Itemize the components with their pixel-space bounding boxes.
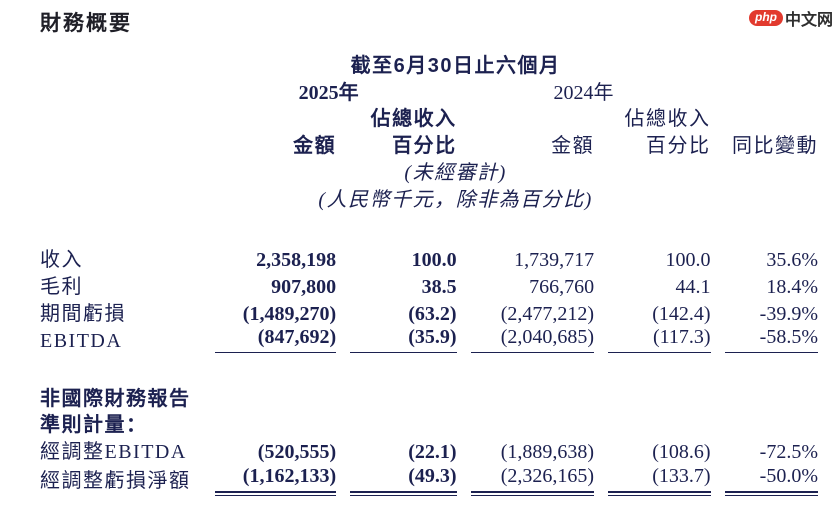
cell-pct-2024: (142.4) xyxy=(652,303,711,325)
cell-amount-2025: (1,489,270) xyxy=(242,303,337,325)
financial-summary-table: 截至6月30日止六個月 2025年 2024年 佔總收入 佔總收入 金額 百分比… xyxy=(40,50,819,496)
cell-yoy: -50.0% xyxy=(724,465,819,496)
header-share-row: 佔總收入 佔總收入 xyxy=(40,105,818,131)
note-unit-row: (人民幣千元，除非為百分比) xyxy=(40,185,818,212)
share-2025-header-line2: 百分比 xyxy=(392,135,457,157)
cell-pct-2024: (108.6) xyxy=(652,441,711,463)
cell-pct-2024: 44.1 xyxy=(675,276,711,298)
year-2025-header: 2025年 xyxy=(298,82,359,104)
section-heading-line1: 非國際財務報告 xyxy=(40,388,191,410)
table-row-adjusted-net-loss: 經調整虧損淨額 (1,162,133) (49.3) (2,326,165) (… xyxy=(40,464,819,496)
cell-pct-2025: 100.0 xyxy=(411,249,457,271)
table-row-adjusted-ebitda: 經調整EBITDA (520,555) (22.1) (1,889,638) (… xyxy=(40,437,818,464)
cell-yoy: -39.9% xyxy=(759,303,818,325)
period-header: 截至6月30日止六個月 xyxy=(350,55,561,77)
cell-yoy: -58.5% xyxy=(724,326,818,353)
cell-amount-2024: (2,326,165) xyxy=(470,465,595,496)
table-row-revenue: 收入 2,358,198 100.0 1,739,717 100.0 35.6% xyxy=(40,245,818,272)
cell-yoy: 18.4% xyxy=(766,276,818,298)
row-label: 經調整虧損淨額 xyxy=(40,470,191,492)
cell-amount-2024: (2,477,212) xyxy=(500,303,595,325)
row-label: 經調整EBITDA xyxy=(40,441,187,463)
logo-text: 中文网 xyxy=(784,12,833,29)
cell-amount-2024: (2,040,685) xyxy=(470,326,595,353)
yoy-header: 同比變動 xyxy=(732,135,818,157)
cell-amount-2024: 766,760 xyxy=(529,276,595,298)
amount-2024-header: 金額 xyxy=(551,135,595,157)
section-heading-line2: 準則計量： xyxy=(40,414,148,436)
year-2024-header: 2024年 xyxy=(553,82,614,104)
cell-amount-2024: 1,739,717 xyxy=(514,249,595,271)
page-title: 財務概要 xyxy=(40,12,132,35)
row-label: 期間虧損 xyxy=(40,303,126,325)
php-cn-logo: php 中文网 xyxy=(748,6,833,30)
share-2025-header-line1: 佔總收入 xyxy=(370,108,457,130)
row-label: EBITDA xyxy=(40,330,123,352)
cell-pct-2024: 100.0 xyxy=(665,249,711,271)
cell-amount-2025: 2,358,198 xyxy=(256,249,337,271)
cell-amount-2025: (1,162,133) xyxy=(214,465,337,496)
note-unaudited: (未經審計) xyxy=(404,162,507,184)
php-logo-badge-icon: php xyxy=(748,10,783,26)
cell-amount-2025: 907,800 xyxy=(271,276,337,298)
cell-pct-2024: (133.7) xyxy=(608,465,711,496)
cell-pct-2025: (49.3) xyxy=(350,465,458,496)
share-2024-header-line2: 百分比 xyxy=(646,135,711,157)
header-columns-row: 金額 百分比 金額 百分比 同比變動 xyxy=(40,131,818,158)
row-label: 毛利 xyxy=(40,276,83,298)
cell-yoy: -72.5% xyxy=(759,441,818,463)
header-years-row: 2025年 2024年 xyxy=(40,78,818,105)
header-period-row: 截至6月30日止六個月 xyxy=(40,50,818,78)
cell-pct-2025: 38.5 xyxy=(421,276,457,298)
cell-pct-2025: (35.9) xyxy=(350,326,457,353)
note-unit: (人民幣千元，除非為百分比) xyxy=(318,189,593,211)
section-heading-row-2: 準則計量： xyxy=(40,411,818,437)
share-2024-header-line1: 佔總收入 xyxy=(624,108,711,130)
table-row-gross-profit: 毛利 907,800 38.5 766,760 44.1 18.4% xyxy=(40,272,818,299)
table-row-ebitda: EBITDA (847,692) (35.9) (2,040,685) (117… xyxy=(40,326,818,353)
amount-2025-header: 金額 xyxy=(293,135,337,157)
section-heading-row-1: 非國際財務報告 xyxy=(40,385,818,411)
cell-amount-2025: (520,555) xyxy=(257,441,337,463)
note-unaudited-row: (未經審計) xyxy=(40,158,818,185)
cell-yoy: 35.6% xyxy=(766,249,818,271)
cell-amount-2024: (1,889,638) xyxy=(500,441,595,463)
table-row-period-loss: 期間虧損 (1,489,270) (63.2) (2,477,212) (142… xyxy=(40,299,818,326)
cell-amount-2025: (847,692) xyxy=(214,326,337,353)
cell-pct-2025: (22.1) xyxy=(408,441,457,463)
cell-pct-2024: (117.3) xyxy=(608,326,711,353)
row-label: 收入 xyxy=(40,249,83,271)
cell-pct-2025: (63.2) xyxy=(408,303,457,325)
